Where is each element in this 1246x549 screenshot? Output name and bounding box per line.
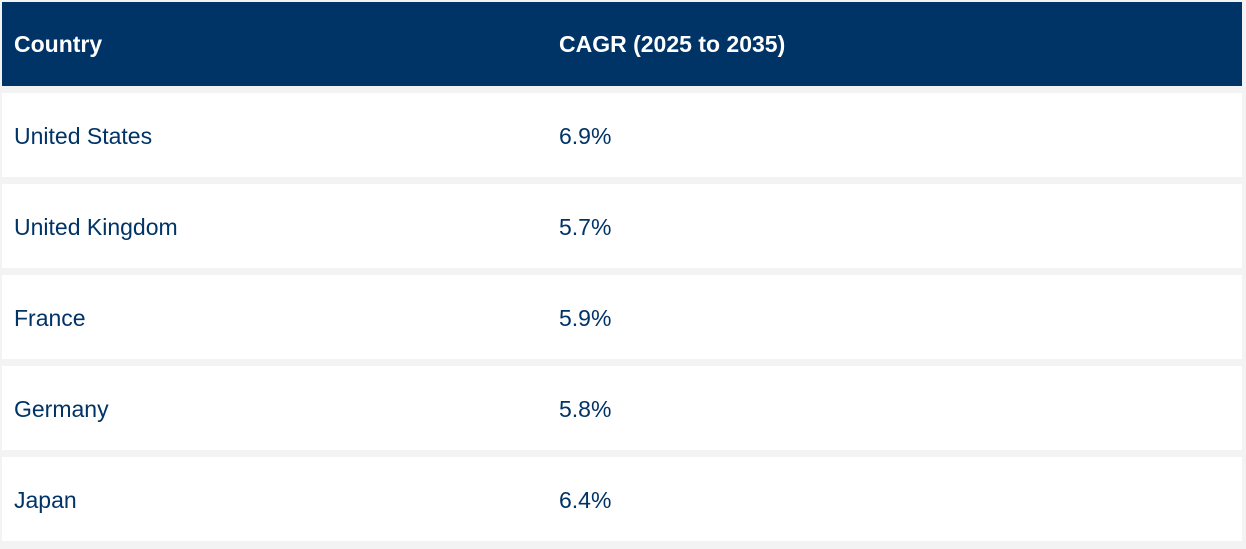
country-cell: United Kingdom bbox=[14, 214, 178, 240]
country-cell: Germany bbox=[14, 396, 109, 422]
table-row: France 5.9% bbox=[2, 275, 1242, 359]
table-header-row: Country CAGR (2025 to 2035) bbox=[2, 2, 1242, 86]
cagr-cell: 5.7% bbox=[559, 214, 612, 240]
table-row: Germany 5.8% bbox=[2, 366, 1242, 450]
country-cell: France bbox=[14, 305, 86, 331]
table-row: Japan 6.4% bbox=[2, 457, 1242, 541]
country-cell: United States bbox=[14, 123, 153, 149]
cagr-cell: 5.8% bbox=[559, 396, 612, 422]
cagr-cell: 5.9% bbox=[559, 305, 612, 331]
header-cagr: CAGR (2025 to 2035) bbox=[559, 31, 786, 57]
cagr-cell: 6.9% bbox=[559, 123, 612, 149]
country-cell: Japan bbox=[14, 487, 77, 513]
cagr-cell: 6.4% bbox=[559, 487, 612, 513]
table-row: United States 6.9% bbox=[2, 93, 1242, 177]
header-country: Country bbox=[14, 31, 103, 57]
table-row: United Kingdom 5.7% bbox=[2, 184, 1242, 268]
